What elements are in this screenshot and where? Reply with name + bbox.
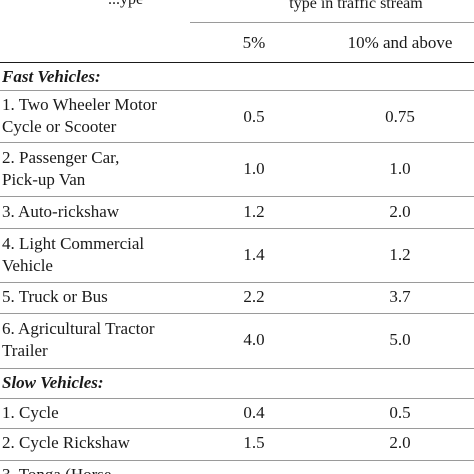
table-cell-5pct: 2.2 xyxy=(243,287,265,306)
header-divider xyxy=(190,22,474,23)
row-divider xyxy=(0,282,474,283)
row-divider xyxy=(0,196,474,197)
row-divider xyxy=(0,460,474,461)
table-row-label: 1. Two Wheeler Motor xyxy=(2,95,157,114)
row-divider xyxy=(0,313,474,314)
table-row-label: 3. Tonga (Horse xyxy=(2,464,111,474)
table-cell-5pct: 0.4 xyxy=(243,403,265,422)
subheader-10-percent-above: 10% and above xyxy=(347,33,453,52)
table-cell-10pct: 1.2 xyxy=(389,245,411,264)
table-row-label: 2. Cycle Rickshaw xyxy=(2,433,130,452)
table-cell-10pct: 5.0 xyxy=(389,330,411,349)
table-row-label: 5. Truck or Bus xyxy=(2,287,108,306)
table-cell-10pct: 1.0 xyxy=(389,159,411,178)
table-cell-10pct: 2.0 xyxy=(389,433,411,452)
table-cell-5pct: 0.5 xyxy=(243,107,265,126)
row-divider xyxy=(0,398,474,399)
row-divider xyxy=(0,428,474,429)
table-cell-10pct: 2.0 xyxy=(389,202,411,221)
table-row-label: 3. Auto-rickshaw xyxy=(2,202,120,221)
subheader-5-percent: 5% xyxy=(242,33,266,52)
table-cell-10pct: 0.75 xyxy=(385,107,415,126)
table-row-label: 1. Cycle xyxy=(2,403,59,422)
table-cell-10pct: 3.7 xyxy=(389,287,411,306)
table-row-label: 2. Passenger Car, xyxy=(2,148,120,167)
section-title-slow: Slow Vehicles: xyxy=(2,373,104,392)
table-cell-10pct: 0.5 xyxy=(389,403,411,422)
row-divider xyxy=(0,228,474,229)
table-cell-5pct: 1.2 xyxy=(243,202,265,221)
table-row-label: 6. Agricultural Tractor xyxy=(2,319,155,338)
column-header-vehicle-type-fragment: ...ype xyxy=(108,0,168,10)
table-row-label-cont: Pick-up Van xyxy=(2,170,86,189)
section-title-fast: Fast Vehicles: xyxy=(2,67,101,86)
row-divider xyxy=(0,368,474,369)
row-divider xyxy=(0,90,474,91)
table-row-label-cont: Cycle or Scooter xyxy=(2,117,117,136)
table-cell-5pct: 1.4 xyxy=(243,245,265,264)
table-row-label-cont: Trailer xyxy=(2,341,48,360)
table-cell-5pct: 1.5 xyxy=(243,433,265,452)
table-cell-5pct: 1.0 xyxy=(243,159,265,178)
header-bottom-rule xyxy=(0,62,474,63)
table-row-label: 4. Light Commercial xyxy=(2,234,145,253)
row-divider xyxy=(0,142,474,143)
table-row-label-cont: Vehicle xyxy=(2,256,53,275)
table-cell-5pct: 4.0 xyxy=(243,330,265,349)
column-group-header: type in traffic stream xyxy=(289,0,423,12)
